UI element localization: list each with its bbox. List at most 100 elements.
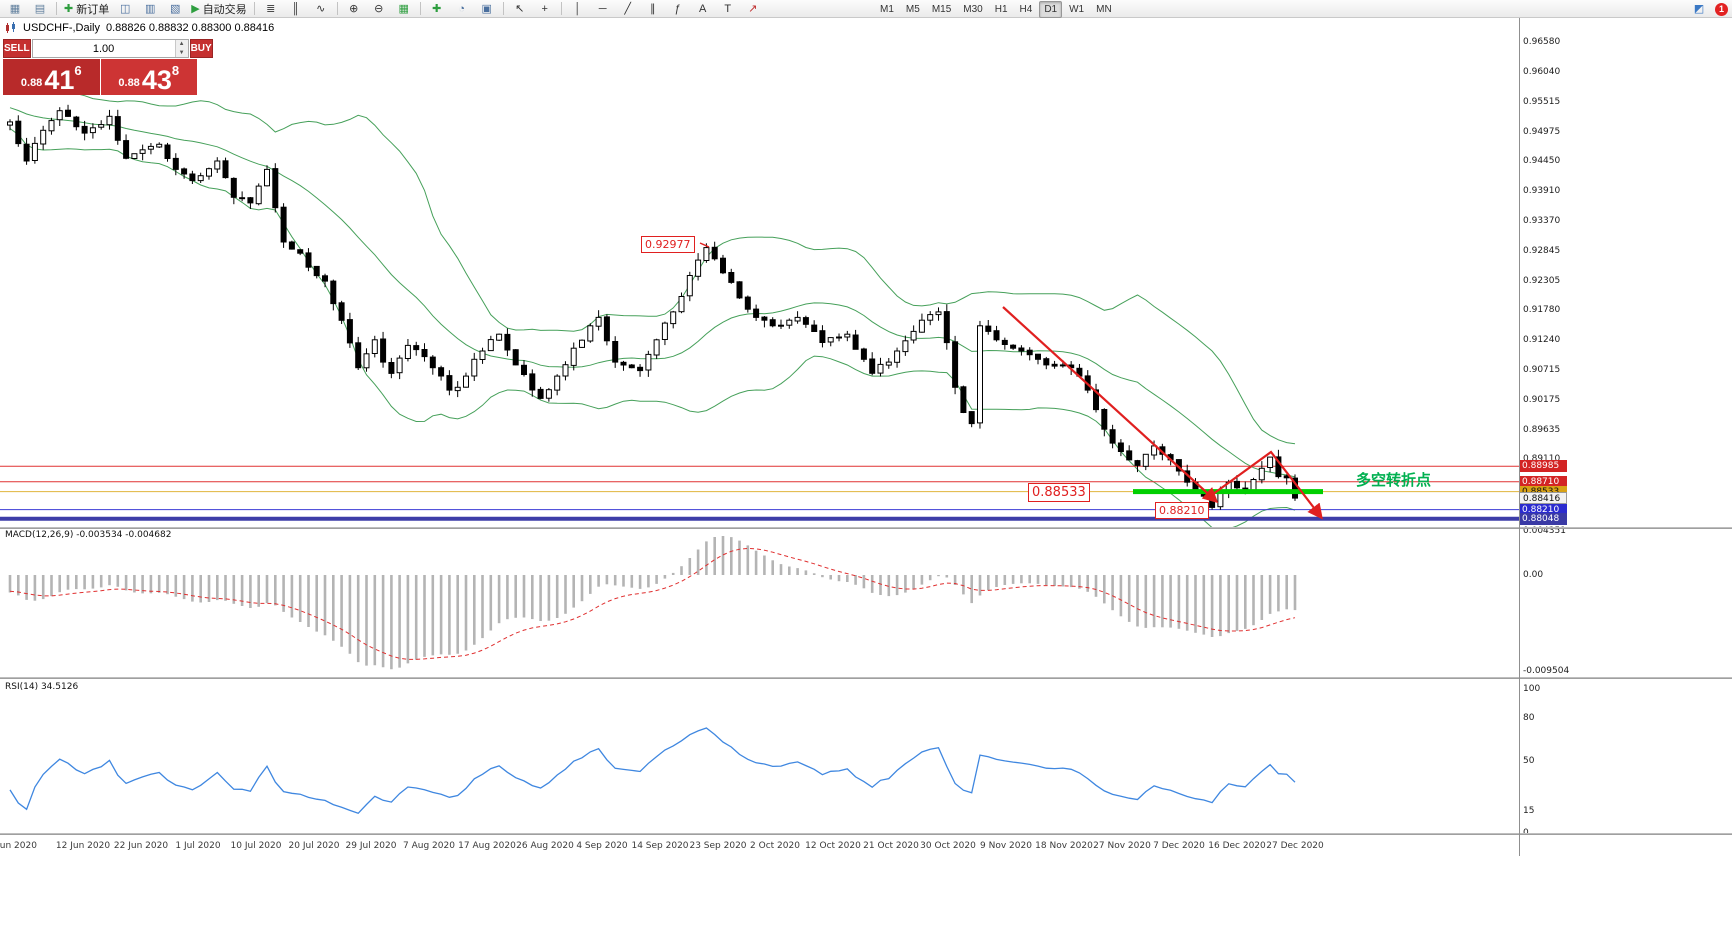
toolbar-channel-button[interactable]: ∥ (641, 1, 665, 17)
date-label: 12 Jun 2020 (55, 841, 111, 851)
date-label: 29 Jul 2020 (345, 841, 397, 851)
buy-price-display[interactable]: 0.88 43 8 (100, 59, 197, 95)
toolbar-indicators-button[interactable]: ✚ (425, 1, 449, 17)
date-label: 21 Oct 2020 (863, 841, 919, 851)
rsi-tick: 80 (1523, 713, 1535, 723)
rsi-dates-separator[interactable] (0, 833, 1732, 835)
volume-up-icon[interactable]: ▲ (175, 40, 188, 49)
ohlc-values: 0.88826 0.88832 0.88300 0.88416 (106, 22, 275, 34)
buy-button[interactable]: BUY (189, 39, 213, 58)
sell-button[interactable]: SELL (3, 39, 31, 58)
timeframe-h1-button[interactable]: H1 (994, 3, 1008, 15)
fibonacci-icon: ƒ (674, 2, 681, 15)
notifications-badge[interactable]: 1 (1715, 2, 1728, 16)
price-tick: 0.91240 (1523, 335, 1561, 345)
toolbar-tile-windows-button[interactable]: ▦ (392, 1, 416, 17)
toolbar-crosshair-button[interactable]: + (533, 1, 557, 17)
auto-trading-label: 自动交易 (202, 3, 247, 16)
indicators-icon: ✚ (432, 2, 442, 15)
volume-field: ▲ ▼ (31, 39, 189, 58)
date-label: 16 Dec 2020 (1208, 841, 1266, 851)
channel-icon: ∥ (649, 2, 656, 15)
buy-price-sup: 8 (171, 63, 180, 78)
toolbar-new-order-button[interactable]: ✚ 新订单 (61, 1, 112, 17)
price-tick: 0.94975 (1523, 127, 1561, 137)
toolbar-trendline-button[interactable]: ╱ (616, 1, 640, 17)
toolbar-zoom-in-button[interactable]: ⊕ (342, 1, 366, 17)
tile-windows-icon: ▦ (398, 2, 409, 15)
main-macd-separator[interactable] (0, 527, 1732, 529)
zoom-in-icon: ⊕ (349, 2, 359, 15)
volume-spinner: ▲ ▼ (174, 40, 188, 57)
new-order-icon: ✚ (64, 2, 74, 15)
toolbar-new-chart-button[interactable]: ▦ (3, 1, 27, 17)
toolbar-templates-button[interactable]: ▣ (475, 1, 499, 17)
auto-trading-icon: ▶ (191, 2, 200, 15)
volume-down-icon[interactable]: ▼ (175, 48, 188, 57)
toolbar-horizontal-line-button[interactable]: ─ (591, 1, 615, 17)
macd-rsi-separator[interactable] (0, 677, 1732, 679)
volume-input[interactable] (32, 40, 175, 57)
arrows-tool-icon: ↗ (748, 2, 758, 15)
date-label: 2 Oct 2020 (750, 841, 800, 851)
toolbar-data-window-button[interactable]: ▥ (138, 1, 162, 17)
price-tick: 0.89110 (1523, 454, 1561, 464)
main-toolbar: ▦ ▤ ✚ 新订单 ◫ ▥ ▧ ▶ 自动交易 ≣ ║ ∿ ⊕ ⊖ ▦ ✚ ◔ ▣ ↖ + │ ─ ╱ ∥ ƒ A T ↗ M1 M5 M15… (0, 0, 1732, 18)
toolbar-right-group: ◩ 1 (1687, 1, 1728, 17)
price-tick: 0.94450 (1523, 156, 1561, 166)
date-label: 27 Nov 2020 (1093, 841, 1151, 851)
new-chart-icon: ▦ (9, 2, 21, 15)
toolbar-line-chart-button[interactable]: ∿ (309, 1, 333, 17)
timeframe-m15-button[interactable]: M15 (931, 3, 952, 15)
toolbar-cursor-button[interactable]: ↖ (508, 1, 532, 17)
toolbar-bar-chart-button[interactable]: ≣ (259, 1, 283, 17)
toolbar-fibonacci-button[interactable]: ƒ (666, 1, 690, 17)
toolbar-text-button[interactable]: A (691, 1, 715, 17)
toolbar-separator (253, 2, 255, 15)
date-label: 27 Dec 2020 (1266, 841, 1324, 851)
support-price-label: 0.88533 (1028, 483, 1090, 502)
date-label: Jun 2020 (0, 841, 37, 851)
date-label: 12 Oct 2020 (805, 841, 861, 851)
cursor-icon: ↖ (515, 2, 525, 15)
timeframe-mn-button[interactable]: MN (1096, 3, 1112, 15)
toolbar-profiles-button[interactable]: ▤ (28, 1, 52, 17)
toolbar-periods-button[interactable]: ◔ (450, 1, 474, 17)
toolbar-separator (560, 2, 562, 15)
navigator-icon: ▧ (170, 2, 181, 15)
toolbar-navigator-button[interactable]: ▧ (163, 1, 187, 17)
price-marker-box: 0.88985 (1519, 460, 1567, 472)
timeframe-m30-button[interactable]: M30 (963, 3, 983, 15)
sell-price-display[interactable]: 0.88 41 6 (3, 59, 100, 95)
timeframe-group: M1 M5 M15 M30 H1 H4 D1 W1 MN (875, 0, 1117, 18)
date-label: 23 Sep 2020 (689, 841, 747, 851)
toolbar-chat-button[interactable]: ◩ (1687, 1, 1711, 17)
macd-tick: -0.009504 (1523, 666, 1570, 676)
price-marker-box: 0.88710 (1519, 476, 1567, 488)
date-label: 20 Jul 2020 (288, 841, 340, 851)
timeframe-m1-button[interactable]: M1 (880, 3, 894, 15)
timeframe-h4-button[interactable]: H4 (1019, 3, 1033, 15)
chart-icon (6, 22, 15, 33)
toolbar-vertical-line-button[interactable]: │ (566, 1, 590, 17)
toolbar-auto-trading-button[interactable]: ▶ 自动交易 (188, 1, 249, 17)
rsi-tick: 100 (1523, 684, 1541, 694)
toolbar-text-label-button[interactable]: T (716, 1, 740, 17)
horizontal-line-icon: ─ (598, 2, 607, 15)
toolbar-separator (336, 2, 338, 15)
timeframe-w1-button[interactable]: W1 (1069, 3, 1085, 15)
toolbar-market-watch-button[interactable]: ◫ (113, 1, 137, 17)
toolbar-candle-chart-button[interactable]: ║ (284, 1, 308, 17)
toolbar-arrows-tool-button[interactable]: ↗ (741, 1, 765, 17)
price-tick: 0.92305 (1523, 276, 1561, 286)
chat-icon: ◩ (1693, 3, 1705, 15)
turning-point-annotation: 多空转折点 (1356, 472, 1432, 489)
timeframe-m5-button[interactable]: M5 (905, 3, 920, 15)
rsi-indicator-label: RSI(14) 34.5126 (5, 682, 79, 692)
toolbar-separator (502, 2, 504, 15)
date-label: 17 Aug 2020 (458, 841, 516, 851)
timeframe-d1-button[interactable]: D1 (1039, 0, 1063, 18)
toolbar-zoom-out-button[interactable]: ⊖ (367, 1, 391, 17)
